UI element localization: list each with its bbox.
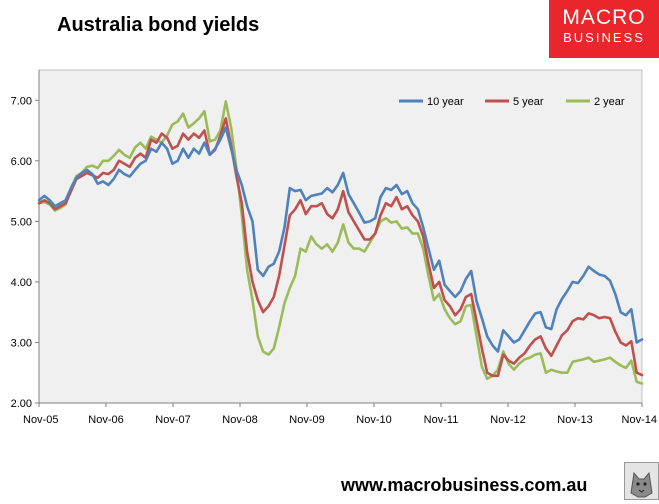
series-line-10-year (37, 126, 644, 353)
wolf-mascot-icon (624, 462, 659, 500)
legend-label: 5 year (513, 96, 544, 108)
page-title: Australia bond yields (57, 14, 260, 36)
series-lines (37, 100, 644, 385)
legend: 10 year 5 year 2 year (399, 96, 625, 108)
macrobusiness-logo: MACRO BUSINESS (549, 0, 659, 58)
x-tick-label: Nov-08 (222, 414, 257, 426)
x-tick-label: Nov-06 (88, 414, 123, 426)
y-tick-label: 4.00 (11, 277, 32, 289)
x-tick-labels: Nov-05 Nov-06 Nov-07 Nov-08 Nov-09 Nov-10 Nov-… (23, 403, 657, 426)
logo-line-2: BUSINESS (563, 30, 645, 45)
x-tick-label: Nov-12 (490, 414, 525, 426)
y-tick-label: 6.00 (11, 156, 32, 168)
x-tick-label: Nov-10 (356, 414, 391, 426)
x-tick-label: Nov-05 (23, 414, 58, 426)
x-tick-label: Nov-11 (424, 414, 459, 426)
footer-url[interactable]: www.macrobusiness.com.au (341, 475, 588, 495)
series-line-2-year (37, 100, 644, 385)
x-tick-label: Nov-07 (155, 414, 190, 426)
x-tick-label: Nov-13 (557, 414, 592, 426)
series-line-5-year (37, 117, 644, 378)
y-tick-labels: 2.00 3.00 4.00 5.00 6.00 7.00 (11, 95, 39, 410)
legend-label: 10 year (427, 96, 464, 108)
y-tick-label: 7.00 (11, 95, 32, 107)
y-tick-label: 2.00 (11, 398, 32, 410)
bond-yield-chart: 2.003.004.005.006.007.00 Nov-05 Nov-06 Nov… (11, 69, 657, 426)
x-tick-label: Nov-09 (289, 414, 324, 426)
legend-label: 2 year (594, 96, 625, 108)
y-tick-label: 5.00 (11, 216, 32, 228)
x-tick-label: Nov-14 (622, 414, 657, 426)
y-tick-label: 3.00 (11, 337, 32, 349)
logo-line-1: MACRO (562, 6, 646, 29)
